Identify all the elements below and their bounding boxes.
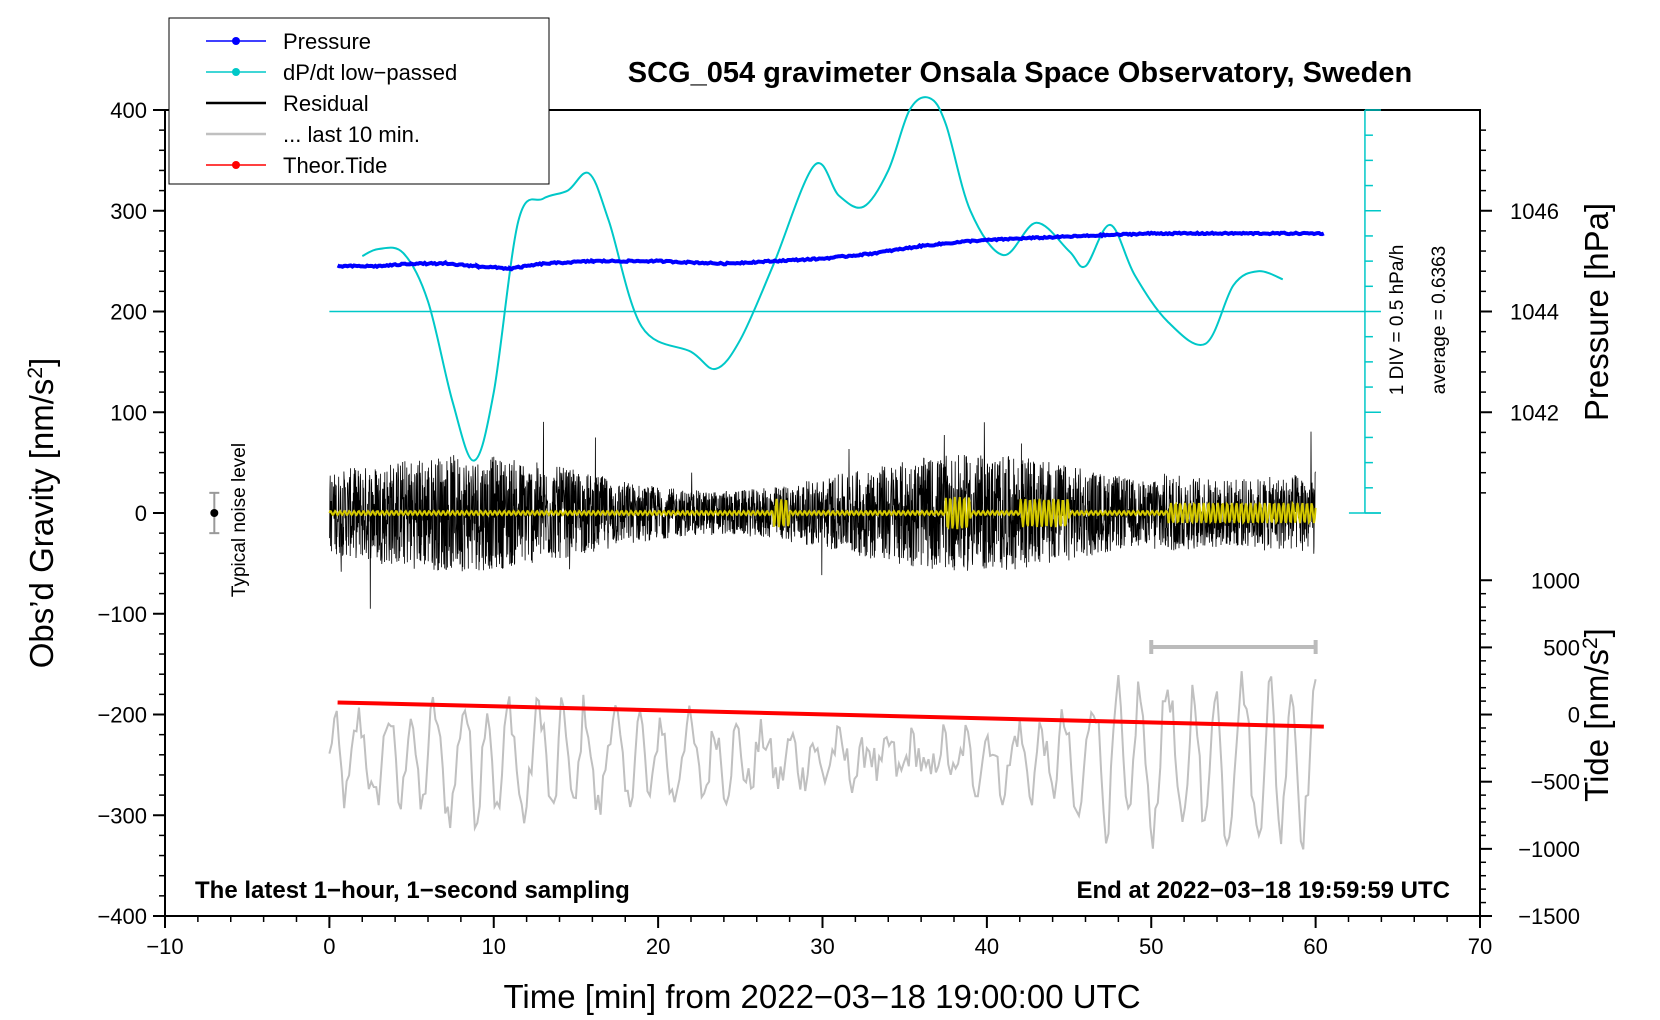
legend-marker (232, 161, 240, 169)
pressure-axis-title: Pressure [hPa] (1578, 203, 1615, 421)
note-div: 1 DIV = 0.5 hPa/h (1387, 245, 1408, 396)
x-tick-label: −10 (146, 934, 183, 959)
y-axis-left-ticks: 400 300 200 100 0 −100 −200 −300 −400 (97, 98, 165, 929)
tide-tick-label: 1000 (1531, 568, 1580, 593)
note-latest-hour: The latest 1−hour, 1−second sampling (195, 877, 630, 904)
pressure-tick-label: 1042 (1510, 400, 1559, 425)
legend-label: ... last 10 min. (283, 122, 420, 147)
residual-series (329, 421, 1316, 609)
x-tick-label: 20 (646, 934, 670, 959)
dpdt-line (361, 96, 1284, 462)
residual-lowpassed-series (328, 496, 1317, 530)
tide-tick-label: −1000 (1518, 837, 1580, 862)
y-tick-label: −100 (97, 602, 147, 627)
tide-series (337, 700, 1324, 729)
legend: Pressure dP/dt low−passed Residual ... last… (168, 17, 550, 185)
y-tick-label: −200 (97, 703, 147, 728)
y-tick-label: 200 (110, 300, 147, 325)
x-axis-title: Time [min] from 2022−03−18 19:00:00 UTC (503, 978, 1140, 1015)
note-noise-level: Typical noise level (229, 443, 250, 597)
legend-marker (232, 68, 240, 76)
tide-tick-label: 500 (1543, 635, 1580, 660)
tide-line (337, 700, 1324, 729)
legend-label: Theor.Tide (283, 153, 387, 178)
last-10-min-line (328, 671, 1317, 850)
residual-line (329, 421, 1316, 609)
y-tick-label: 400 (110, 98, 147, 123)
y-tick-label: 300 (110, 199, 147, 224)
x-tick-label: 60 (1303, 934, 1327, 959)
legend-label: Pressure (283, 29, 371, 54)
pressure-line (336, 230, 1325, 272)
legend-label: dP/dt low−passed (283, 60, 457, 85)
chart-annotations (209, 491, 1318, 654)
tide-tick-label: −1500 (1518, 904, 1580, 929)
legend-box (168, 17, 550, 185)
tide-tick-label: −500 (1530, 770, 1580, 795)
note-end-time: End at 2022−03−18 19:59:59 UTC (1076, 877, 1450, 904)
pressure-series (336, 230, 1325, 272)
pressure-tick-label: 1044 (1510, 300, 1559, 325)
pressure-tick-label: 1046 (1510, 199, 1559, 224)
x-axis-ticks: −10 0 10 20 30 40 50 60 70 (146, 916, 1492, 959)
residual-lowpassed-line (328, 496, 1317, 530)
pressure-axis-ticks: 1046 1044 1042 (1480, 129, 1559, 494)
y-tick-label: 0 (135, 501, 147, 526)
x-tick-label: 50 (1139, 934, 1163, 959)
x-tick-label: 40 (975, 934, 999, 959)
legend-marker (232, 37, 240, 45)
y-axis-left-title: Obs’d Gravity [nm/s2] (23, 358, 60, 669)
tide-tick-label: 0 (1568, 703, 1580, 728)
last-10-min-series (328, 671, 1317, 850)
x-tick-label: 30 (810, 934, 834, 959)
x-tick-label: 70 (1468, 934, 1492, 959)
legend-label: Residual (283, 91, 369, 116)
x-tick-label: 10 (482, 934, 506, 959)
dpdt-series (329, 96, 1381, 514)
y-tick-label: −300 (97, 803, 147, 828)
tide-axis-title: Tide [nm/s2] (1578, 628, 1615, 802)
y-tick-label: 100 (110, 400, 147, 425)
note-average: average = 0.6363 (1429, 246, 1450, 394)
chart-title: SCG_054 gravimeter Onsala Space Observat… (628, 57, 1412, 89)
noise-level-dot (210, 509, 219, 517)
tide-axis-ticks: 1000 500 0 −500 −1000 −1500 (1480, 568, 1580, 929)
y-tick-label: −400 (97, 904, 147, 929)
x-tick-label: 0 (323, 934, 335, 959)
